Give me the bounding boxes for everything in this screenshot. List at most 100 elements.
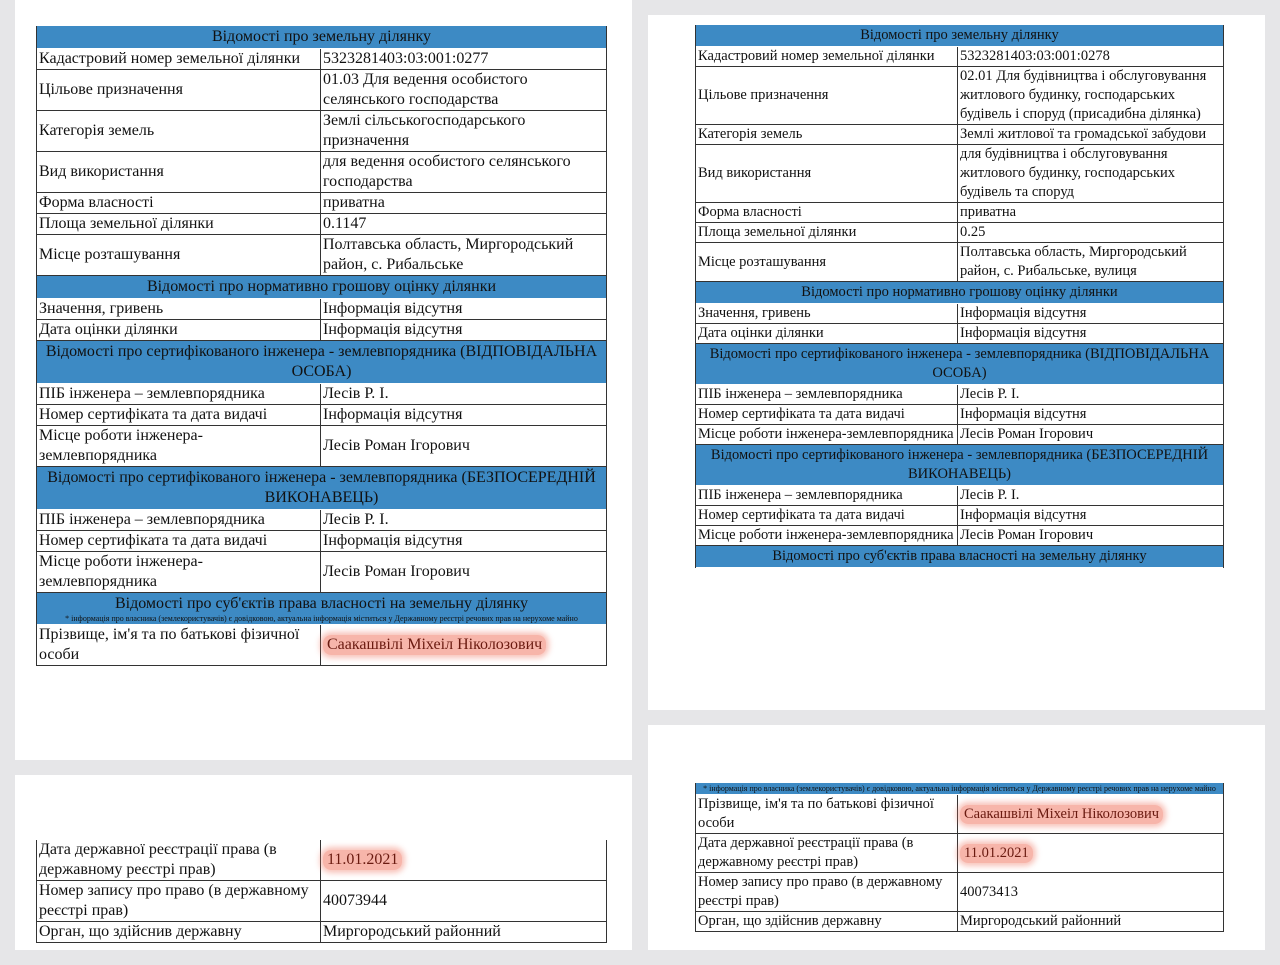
field-value: 40073944: [321, 881, 606, 921]
field-value: Інформація відсутня: [958, 506, 1223, 525]
field-value: для ведення особистого селянського госпо…: [321, 152, 606, 192]
section-header: Відомості про суб'єктів права власності …: [37, 593, 606, 625]
field-value: приватна: [321, 193, 606, 213]
field-label: Орган, що здійснив державну: [37, 922, 321, 942]
field-value: Миргородський районний: [958, 912, 1223, 931]
table-row: Цільове призначення 02.01 Для будівництва…: [696, 67, 1223, 125]
value-text: Полтавська область, Миргородський район,…: [960, 244, 1187, 279]
value-text: Лесів Роман Ігорович: [323, 563, 470, 580]
value-text: приватна: [323, 194, 385, 211]
registry-table: * інформація про власника (землекористув…: [695, 783, 1224, 932]
table-row: Кадастровий номер земельної ділянки 53232…: [696, 47, 1223, 67]
field-label: Номер запису про право (в державному реє…: [696, 873, 958, 911]
table-row: Форма власності приватна: [696, 203, 1223, 223]
section-header: Відомості про сертифікованого інженера -…: [37, 341, 606, 384]
table-row: Вид використання для ведення особистого с…: [37, 152, 606, 193]
value-text: 5323281403:03:001:0277: [323, 50, 489, 67]
table-row: ПІБ інженера – землевпорядника Лесів Р. І…: [696, 486, 1223, 506]
section-title: Відомості про сертифікованого інженера -…: [45, 343, 598, 380]
table-row: Цільове призначення 01.03 Для ведення осо…: [37, 70, 606, 111]
document-page: Відомості про земельну ділянку Кадастрови…: [648, 15, 1265, 710]
table-row: Місце розташування Полтавська область, Ми…: [696, 243, 1223, 282]
table-row: Орган, що здійснив державну Миргородський…: [696, 912, 1223, 932]
value-text: 11.01.2021: [960, 843, 1033, 863]
table-row: Номер запису про право (в державному реє…: [37, 881, 606, 922]
field-value: Лесів Роман Ігорович: [321, 426, 606, 466]
field-label: Орган, що здійснив державну: [696, 912, 958, 931]
value-text: Інформація відсутня: [960, 507, 1087, 523]
table-row: Номер сертифіката та дата видачі Інформац…: [37, 531, 606, 552]
field-value: Землі сільськогосподарського призначення: [321, 111, 606, 151]
field-value: Інформація відсутня: [958, 304, 1223, 323]
section-header: Відомості про земельну ділянку: [37, 26, 606, 49]
table-row: Категорія земель Землі сільськогосподарсь…: [37, 111, 606, 152]
section-header: * інформація про власника (землекористув…: [696, 783, 1223, 795]
field-value: Полтавська область, Миргородський район,…: [958, 243, 1223, 281]
field-value: 0.1147: [321, 214, 606, 234]
field-label: Вид використання: [696, 145, 958, 202]
field-label: Місце роботи інженера-землевпорядника: [37, 552, 321, 592]
value-text: для ведення особистого селянського госпо…: [323, 153, 571, 190]
field-label: Кадастровий номер земельної ділянки: [696, 47, 958, 66]
field-value: 40073413: [958, 873, 1223, 911]
table-row: ПІБ інженера – землевпорядника Лесів Р. І…: [37, 384, 606, 405]
section-title: Відомості про суб'єктів права власності …: [114, 595, 529, 612]
value-text: Інформація відсутня: [323, 406, 463, 423]
field-label: Категорія земель: [696, 125, 958, 144]
value-text: 5323281403:03:001:0278: [960, 48, 1110, 64]
value-text: 40073944: [323, 892, 387, 909]
value-text: Лесів Р. І.: [323, 385, 389, 402]
value-text: Інформація відсутня: [323, 300, 463, 317]
field-label: Площа земельної ділянки: [696, 223, 958, 242]
field-value: Полтавська область, Миргородський район,…: [321, 235, 606, 275]
field-value: 5323281403:03:001:0278: [958, 47, 1223, 66]
table-row: Значення, гривень Інформація відсутня: [37, 299, 606, 320]
value-text: Інформація відсутня: [960, 325, 1087, 341]
table-row: Місце роботи інженера-землевпорядника Лес…: [696, 425, 1223, 445]
value-text: Лесів Р. І.: [323, 511, 389, 528]
field-label: Прізвище, ім'я та по батькові фізичної о…: [37, 625, 321, 665]
table-row: Категорія земель Землі житлової та громад…: [696, 125, 1223, 145]
field-label: Форма власності: [696, 203, 958, 222]
section-title: Відомості про суб'єктів права власності …: [772, 548, 1147, 564]
table-row: Дата оцінки ділянки Інформація відсутня: [696, 324, 1223, 344]
value-text: Інформація відсутня: [960, 406, 1087, 422]
field-label: ПІБ інженера – землевпорядника: [37, 510, 321, 530]
field-label: ПІБ інженера – землевпорядника: [37, 384, 321, 404]
section-header: Відомості про нормативно грошову оцінку …: [696, 282, 1223, 304]
section-header: Відомості про сертифікованого інженера -…: [37, 467, 606, 510]
field-label: Номер сертифіката та дата видачі: [696, 405, 958, 424]
field-label: Номер сертифіката та дата видачі: [37, 531, 321, 551]
field-label: Площа земельної ділянки: [37, 214, 321, 234]
table-row: Орган, що здійснив державну Миргородський…: [37, 922, 606, 943]
document-page: Дата державної реєстрації права (в держа…: [15, 775, 632, 950]
value-text: Саакашвілі Міхеіл Ніколозович: [960, 804, 1164, 824]
table-row: Номер запису про право (в державному реє…: [696, 873, 1223, 912]
section-header: Відомості про нормативно грошову оцінку …: [37, 276, 606, 299]
field-value: Землі житлової та громадської забудови: [958, 125, 1223, 144]
table-row: Форма власності приватна: [37, 193, 606, 214]
section-header: Відомості про земельну ділянку: [696, 25, 1223, 47]
field-label: Номер сертифіката та дата видачі: [696, 506, 958, 525]
field-label: Значення, гривень: [37, 299, 321, 319]
field-value: Лесів Р. І.: [321, 384, 606, 404]
section-note: * інформація про власника (землекористув…: [65, 614, 578, 623]
value-text: Лесів Роман Ігорович: [323, 437, 470, 454]
value-text: приватна: [960, 204, 1017, 220]
field-value: Миргородський районний: [321, 922, 606, 942]
registry-table: Дата державної реєстрації права (в держа…: [36, 840, 607, 943]
field-label: Кадастровий номер земельної ділянки: [37, 49, 321, 69]
value-text: Землі житлової та громадської забудови: [960, 126, 1207, 142]
field-value: 02.01 Для будівництва і обслуговування ж…: [958, 67, 1223, 124]
field-value: 11.01.2021: [321, 840, 606, 880]
table-row: Місце роботи інженера-землевпорядника Лес…: [37, 552, 606, 593]
section-title: Відомості про земельну ділянку: [211, 28, 432, 45]
field-value: 01.03 Для ведення особистого селянського…: [321, 70, 606, 110]
value-text: Лесів Роман Ігорович: [960, 527, 1094, 543]
table-row: Вид використання для будівництва і обслуг…: [696, 145, 1223, 203]
value-text: 0.1147: [323, 215, 367, 232]
field-label: Місце розташування: [696, 243, 958, 281]
field-value: Лесів Р. І.: [958, 486, 1223, 505]
value-text: 01.03 Для ведення особистого селянського…: [323, 71, 528, 108]
